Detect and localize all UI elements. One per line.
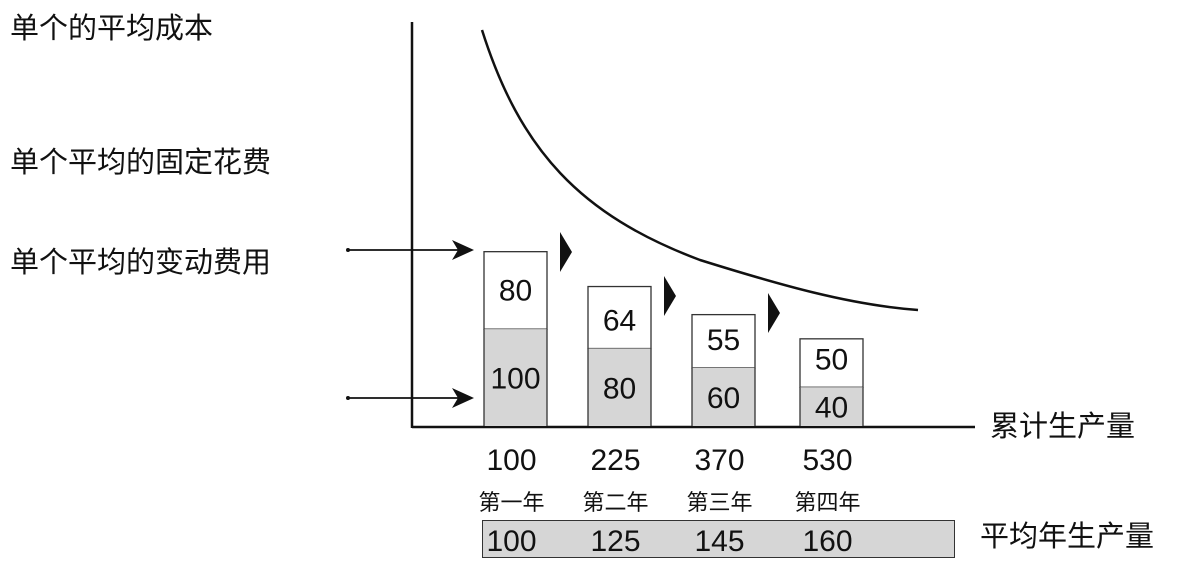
avg-fixed-cost-label: 单个平均的固定花费 xyxy=(10,145,272,179)
bar-variable-cost xyxy=(483,251,548,330)
fixed-cost-value: 80 xyxy=(603,372,636,405)
step-triangle-3 xyxy=(768,293,780,333)
annual-production-value: 160 xyxy=(802,525,852,558)
x-tick-label: 225 xyxy=(590,444,640,477)
x-tick-label: 370 xyxy=(694,444,744,477)
bar-fixed-cost xyxy=(484,329,547,426)
variable-cost-value: 55 xyxy=(707,324,740,357)
bar-variable-cost xyxy=(587,285,652,350)
fixed-cost-value: 40 xyxy=(815,392,848,425)
x-tick-label: 530 xyxy=(802,444,852,477)
variable-cost-value: 64 xyxy=(603,305,636,338)
annual-production-value: 100 xyxy=(486,525,536,558)
avg-variable-cost-label: 单个平均的变动费用 xyxy=(10,245,272,279)
fixed-cost-arrow xyxy=(346,388,474,408)
fixed-cost-value: 60 xyxy=(707,382,740,415)
cumulative-production-label: 累计生产量 xyxy=(990,409,1136,443)
year-label: 第一年 xyxy=(478,490,544,515)
step-triangle-1 xyxy=(560,232,572,272)
step-triangle-2 xyxy=(664,276,676,316)
bar-variable-cost xyxy=(691,313,756,369)
annual-production-value: 145 xyxy=(694,525,744,558)
bar-fixed-cost xyxy=(692,367,755,426)
year-label: 第四年 xyxy=(794,490,860,515)
variable-cost-value: 50 xyxy=(815,343,848,376)
avg-annual-production-label: 平均年生产量 xyxy=(980,519,1155,553)
avg-cost-label: 单个的平均成本 xyxy=(10,11,214,45)
year-label: 第二年 xyxy=(582,490,648,515)
year-label: 第三年 xyxy=(686,490,752,515)
variable-cost-arrow xyxy=(346,240,474,260)
avg-cost-curve xyxy=(480,29,919,312)
fixed-cost-value: 100 xyxy=(490,363,540,396)
bar-fixed-cost xyxy=(588,348,651,426)
variable-cost-value: 80 xyxy=(499,274,532,307)
x-tick-label: 100 xyxy=(486,444,536,477)
annual-production-value: 125 xyxy=(590,525,640,558)
bar-variable-cost xyxy=(799,338,864,388)
annual-production-box xyxy=(482,520,955,558)
bar-fixed-cost xyxy=(800,387,863,426)
